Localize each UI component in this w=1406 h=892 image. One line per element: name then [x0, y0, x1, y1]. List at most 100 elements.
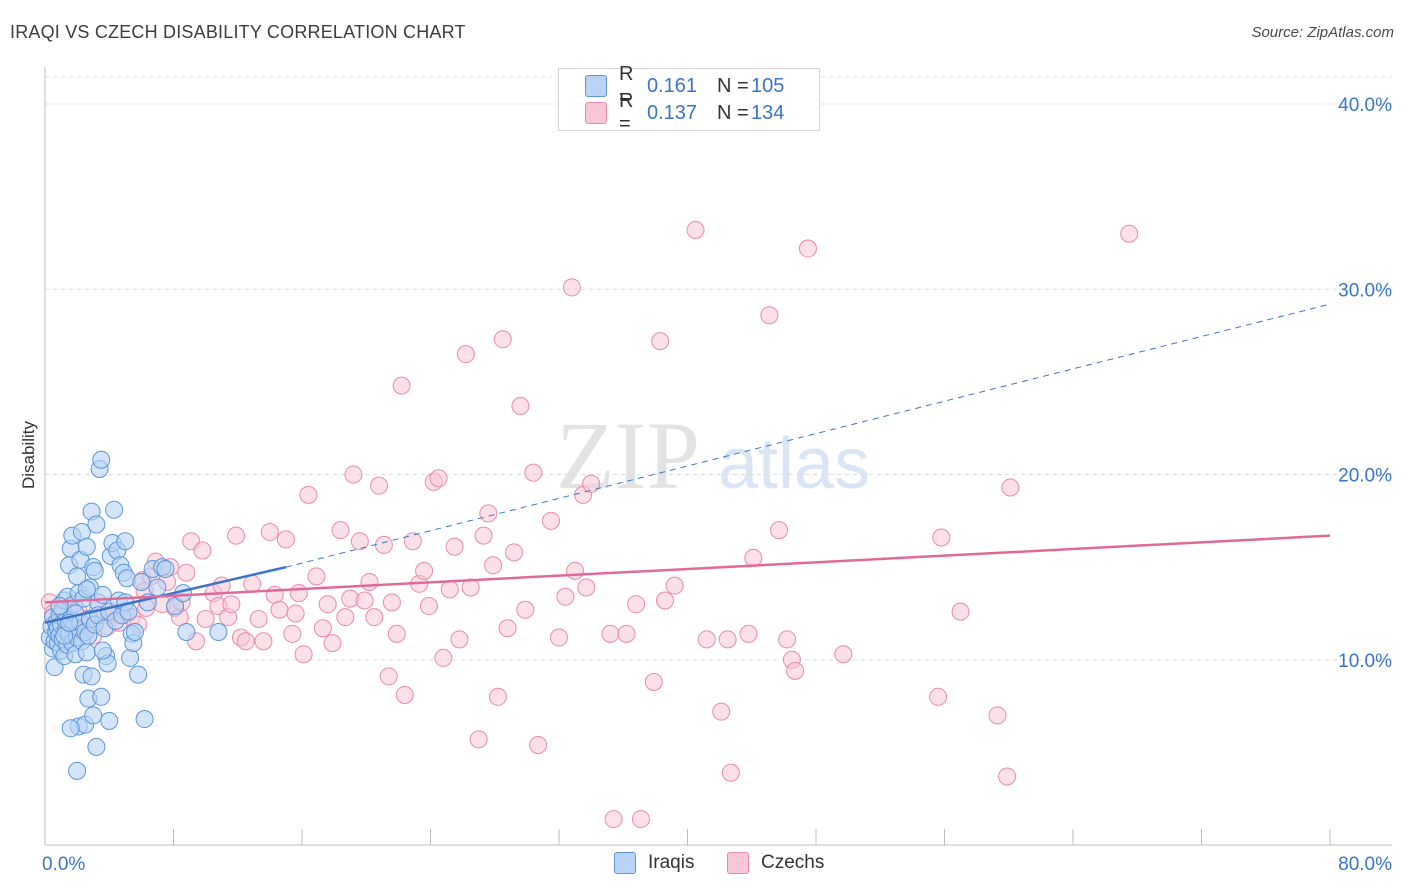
czech-point — [323, 634, 342, 653]
czech-point — [307, 567, 326, 586]
czech-point — [665, 576, 684, 595]
czech-point — [276, 530, 295, 549]
czech-point — [222, 595, 241, 614]
czechs-trend-line — [44, 534, 1331, 604]
czech-point — [778, 630, 797, 649]
czech-point — [249, 610, 268, 629]
czech-point — [562, 278, 581, 297]
czech-point — [644, 672, 663, 691]
czech-point — [604, 810, 623, 829]
czech-point — [786, 661, 805, 680]
czech-point — [193, 541, 212, 560]
czech-point — [294, 645, 313, 664]
czech-point — [566, 561, 585, 580]
czech-point — [474, 526, 493, 545]
iraqi-point — [77, 643, 96, 662]
czech-point — [988, 706, 1007, 725]
czech-point — [951, 602, 970, 621]
n-value: 134 — [751, 101, 785, 124]
czech-point — [686, 221, 705, 240]
czech-point — [289, 584, 308, 603]
czech-point — [360, 572, 379, 591]
iraqis-trend-extension — [285, 303, 1331, 568]
czech-point — [243, 574, 262, 593]
n-label: N = — [717, 101, 749, 124]
czech-point — [721, 763, 740, 782]
r-label: R = — [619, 63, 634, 108]
czech-point — [516, 600, 535, 619]
czech-point — [541, 511, 560, 530]
iraqi-point — [125, 622, 144, 641]
watermark: ZIP atlas — [556, 402, 870, 509]
czech-point — [998, 767, 1017, 786]
legend-item-czechs: Czechs — [727, 852, 824, 874]
iraqi-point — [148, 578, 167, 597]
czech-point — [469, 730, 488, 749]
czech-point — [577, 578, 596, 597]
czech-point — [350, 532, 369, 551]
gridlines — [45, 76, 1392, 661]
czech-point — [440, 580, 459, 599]
source-label: Source: ZipAtlas.com — [1251, 24, 1394, 41]
czech-point — [318, 595, 337, 614]
czech-point — [419, 597, 438, 616]
czech-point — [196, 610, 215, 629]
iraqi-point — [93, 641, 112, 660]
iraqi-point — [77, 580, 96, 599]
iraqi-point — [129, 665, 148, 684]
iraqi-point — [100, 711, 119, 730]
czech-point — [697, 630, 716, 649]
iraqis-swatch — [585, 75, 607, 97]
czechs-legend-label: Czechs — [761, 852, 825, 873]
x-tick-label: 0.0% — [42, 854, 85, 875]
czech-point — [331, 521, 350, 540]
czech-point — [582, 474, 601, 493]
czech-point — [529, 735, 548, 754]
legend-row-czechs: R = 0.137 N = 134 — [585, 90, 785, 135]
czech-point — [254, 632, 273, 651]
y-tick-label: 40.0% — [1338, 95, 1392, 116]
iraqi-point — [84, 706, 103, 725]
iraqi-point — [87, 515, 106, 534]
czech-point — [493, 330, 512, 349]
czech-point — [344, 465, 363, 484]
iraqi-point — [87, 737, 106, 756]
trend-lines — [44, 303, 1331, 624]
czech-point — [283, 624, 302, 643]
czech-point — [1120, 224, 1139, 243]
r-value: 0.161 — [647, 74, 698, 97]
czech-point — [505, 543, 524, 562]
czech-point — [370, 476, 389, 495]
iraqi-point — [116, 532, 135, 551]
czech-point — [834, 645, 853, 664]
czech-point — [415, 561, 434, 580]
czech-point — [236, 632, 255, 651]
iraqi-point — [135, 710, 154, 729]
czech-point — [336, 608, 355, 627]
czech-point — [299, 485, 318, 504]
iraqi-point — [82, 667, 101, 686]
iraqis-legend-label: Iraqis — [648, 852, 695, 873]
iraqi-point — [156, 559, 175, 578]
czech-point — [227, 526, 246, 545]
czech-point — [656, 591, 675, 610]
czech-point — [270, 600, 289, 619]
iraqi-point — [85, 561, 104, 580]
czech-point — [365, 608, 384, 627]
czech-point — [456, 345, 475, 364]
czech-point — [770, 521, 789, 540]
y-tick-label: 10.0% — [1338, 651, 1392, 672]
czech-point — [739, 624, 758, 643]
axes — [44, 67, 1392, 846]
czech-point — [498, 619, 517, 638]
czech-point — [488, 687, 507, 706]
x-tick-label: 80.0% — [1338, 854, 1392, 875]
iraqi-point — [177, 622, 196, 641]
iraqis-legend-swatch — [614, 852, 636, 874]
czech-point — [631, 810, 650, 829]
czech-point — [524, 463, 543, 482]
iraqi-point — [61, 719, 80, 738]
iraqi-point — [77, 537, 96, 556]
czech-point — [177, 563, 196, 582]
czech-point — [511, 396, 530, 415]
